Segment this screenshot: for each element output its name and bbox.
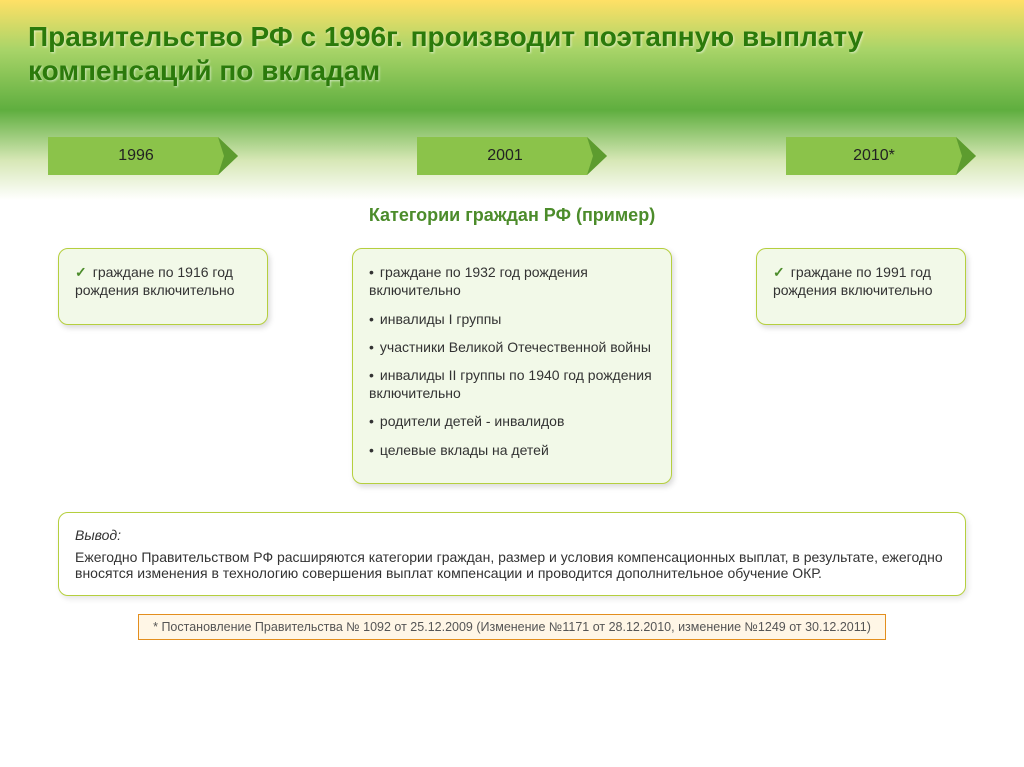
category-card-1916: граждане по 1916 год рождения включитель… (58, 248, 268, 324)
list-item: инвалиды I группы (369, 310, 655, 328)
arrow-label: 1996 (48, 147, 238, 165)
conclusion-box: Вывод: Ежегодно Правительством РФ расшир… (58, 512, 966, 596)
slide-title: Правительство РФ с 1996г. производит поэ… (28, 20, 996, 87)
arrow-label: 2001 (417, 147, 607, 165)
timeline-arrow-2010: 2010* (786, 137, 976, 175)
list-item: граждане по 1932 год рождения включитель… (369, 263, 655, 299)
category-card-1932: граждане по 1932 год рождения включитель… (352, 248, 672, 484)
arrow-label: 2010* (786, 147, 976, 165)
list-item: целевые вклады на детей (369, 441, 655, 459)
list-item: инвалиды II группы по 1940 год рождения … (369, 366, 655, 402)
timeline-arrow-2001: 2001 (417, 137, 607, 175)
timeline-row: 1996 2001 2010* (48, 137, 976, 175)
list-item: родители детей - инвалидов (369, 412, 655, 430)
list-item: граждане по 1916 год рождения включитель… (75, 263, 251, 299)
footnote: * Постановление Правительства № 1092 от … (138, 614, 886, 640)
timeline-arrow-1996: 1996 (48, 137, 238, 175)
category-card-1991: граждане по 1991 год рождения включитель… (756, 248, 966, 324)
list-item: участники Великой Отечественной войны (369, 338, 655, 356)
categories-subtitle: Категории граждан РФ (пример) (28, 205, 996, 226)
conclusion-body: Ежегодно Правительством РФ расширяются к… (75, 549, 949, 581)
list-item: граждане по 1991 год рождения включитель… (773, 263, 949, 299)
category-cards-row: граждане по 1916 год рождения включитель… (58, 248, 966, 484)
conclusion-head: Вывод: (75, 527, 949, 543)
